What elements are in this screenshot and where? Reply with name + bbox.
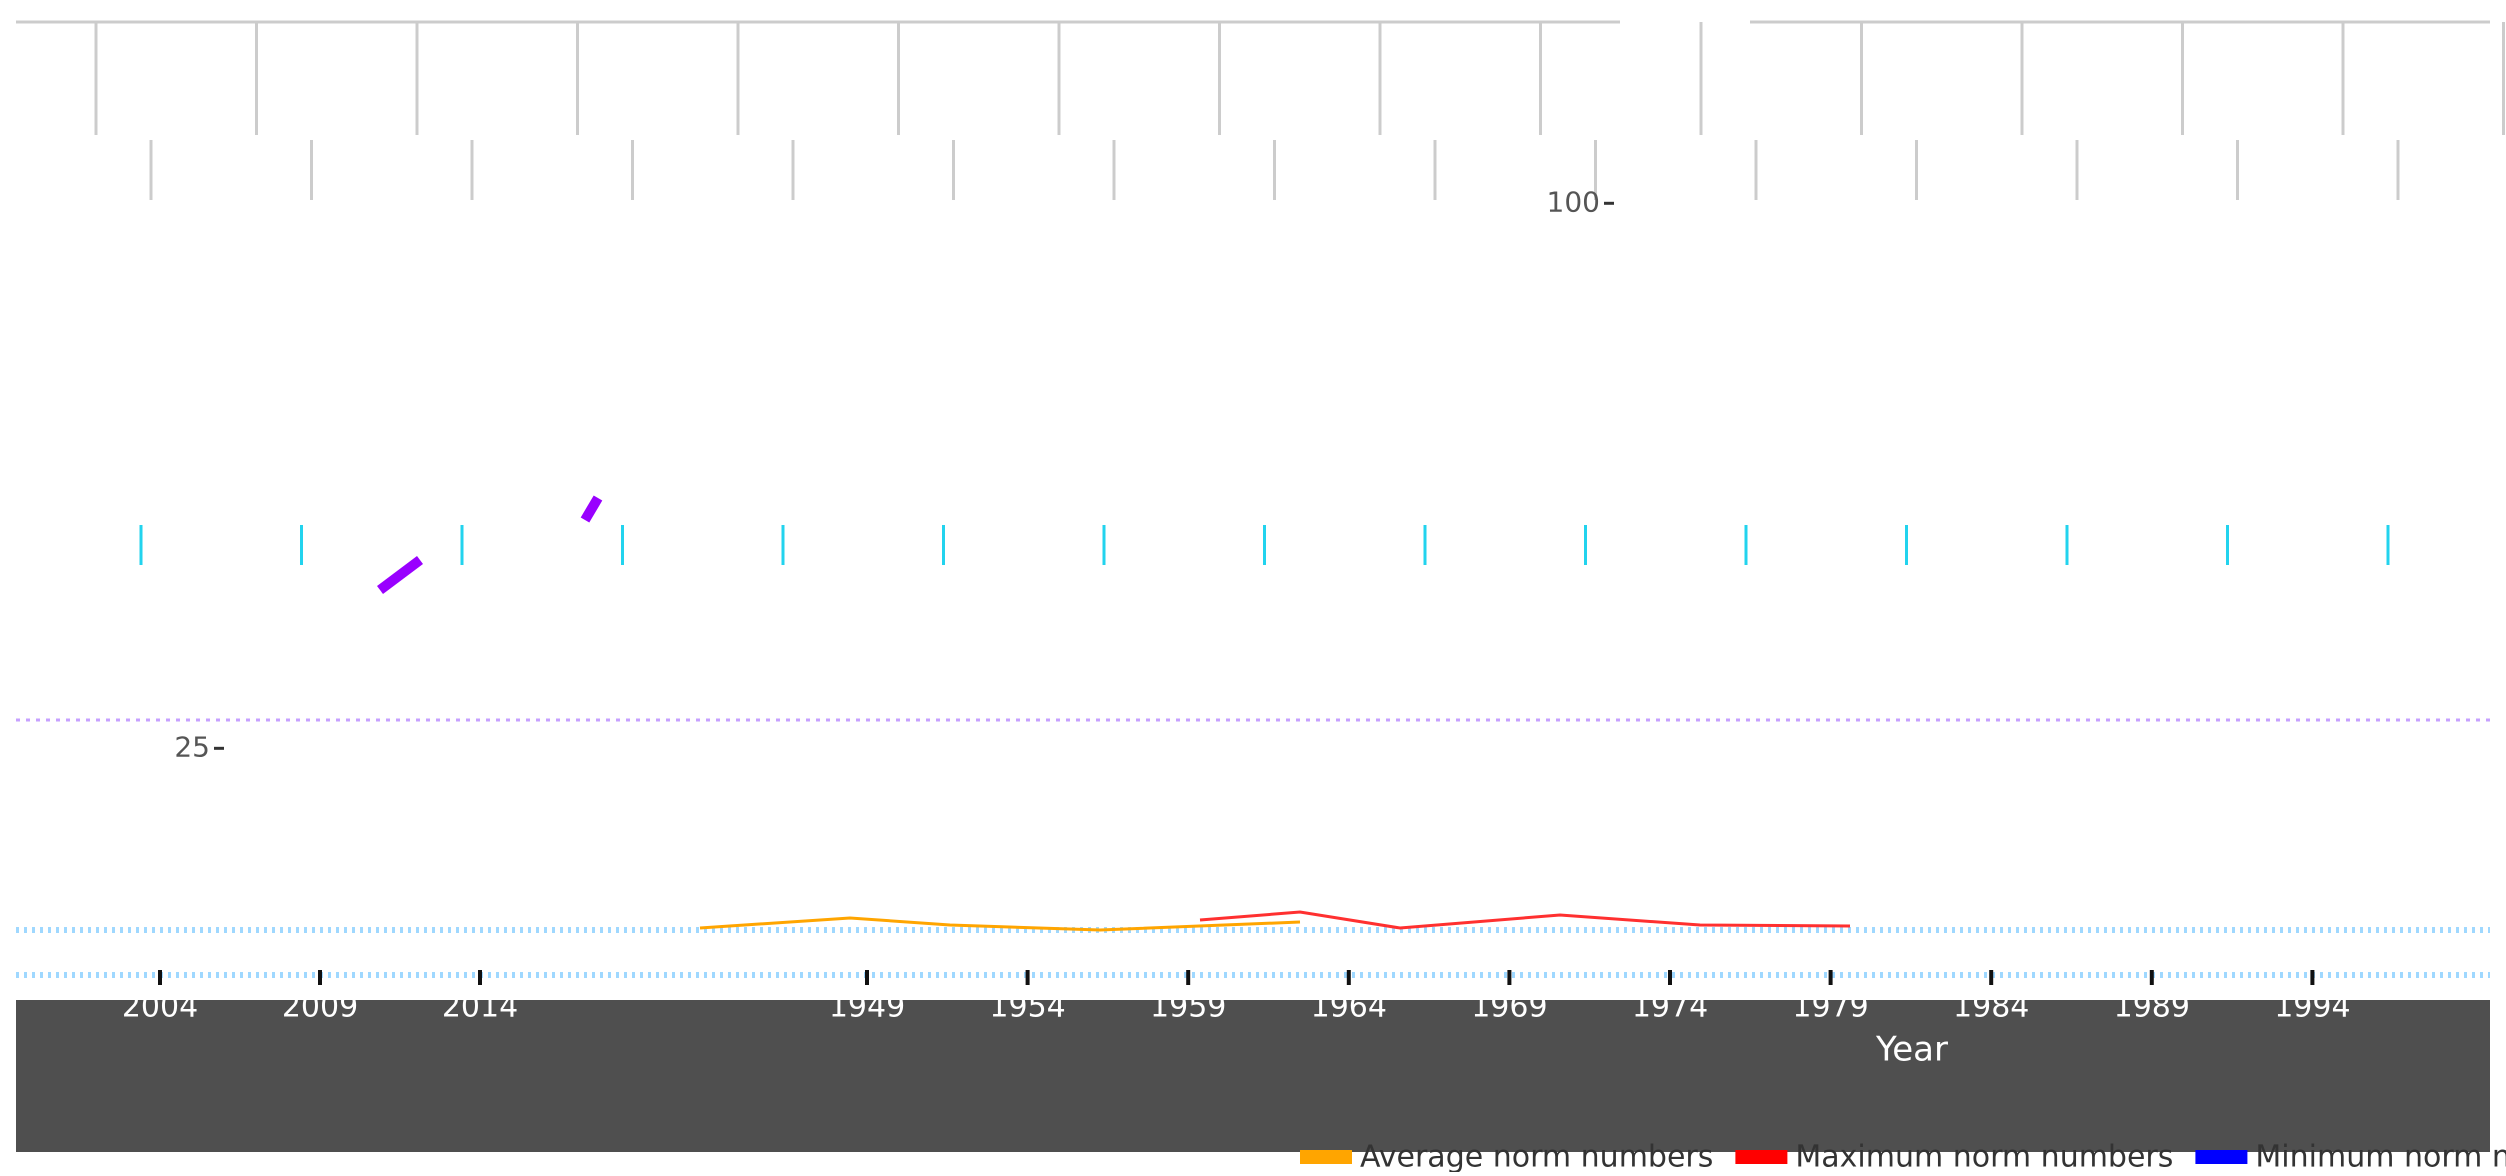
x-tick-label: 2004	[122, 990, 198, 1025]
x-axis-label: Year	[1875, 1030, 1948, 1070]
decoration	[377, 556, 423, 594]
x-tick-label: 1949	[829, 990, 905, 1025]
decoration	[699, 916, 1301, 932]
decoration	[580, 495, 603, 523]
y-tick-label: 100	[1547, 185, 1600, 218]
y-tick-label: 25	[174, 730, 210, 763]
x-tick-label: 1994	[2274, 990, 2350, 1025]
x-tick-label: 2014	[442, 990, 518, 1025]
legend-label: Minimum norm numbers	[2255, 1140, 2506, 1173]
x-tick-label: 2009	[282, 990, 358, 1025]
x-tick-label: 1974	[1632, 990, 1708, 1025]
x-tick-label: 1954	[989, 990, 1065, 1025]
legend-swatch	[1735, 1150, 1788, 1164]
decoration	[1199, 910, 1851, 930]
axis-band	[16, 1000, 2490, 1152]
x-tick-label: 1959	[1150, 990, 1226, 1025]
legend-label: Average norm numbers	[1360, 1140, 1713, 1173]
legend-swatch	[2195, 1150, 2248, 1164]
legend-swatch	[1300, 1150, 1352, 1164]
x-tick-label: 1979	[1792, 990, 1868, 1025]
decoration	[94, 22, 2505, 565]
legend-label: Maximum norm numbers	[1795, 1140, 2173, 1173]
x-tick-label: 1964	[1311, 990, 1387, 1025]
x-tick-label: 1989	[2114, 990, 2190, 1025]
x-tick-label: 1984	[1953, 990, 2029, 1025]
x-tick-label: 1969	[1471, 990, 1547, 1025]
